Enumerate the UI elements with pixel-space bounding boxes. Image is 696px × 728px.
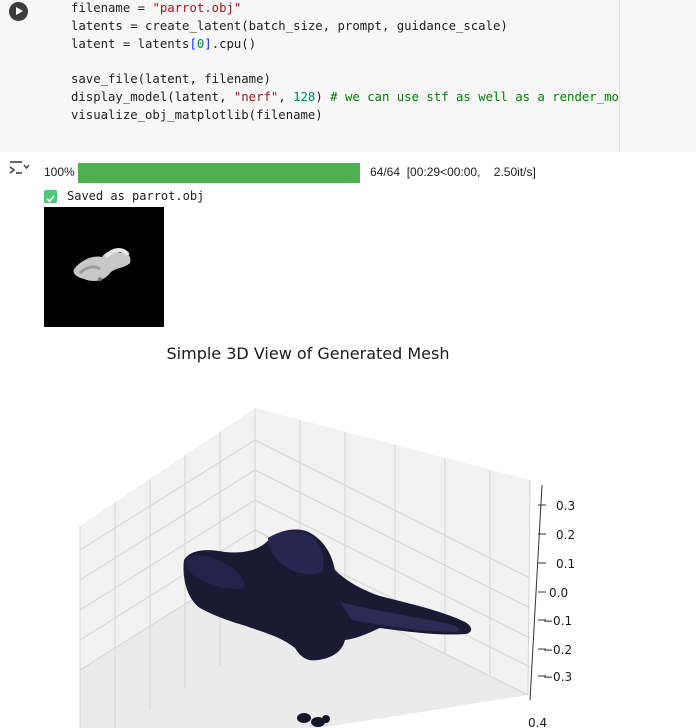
code-token: visualize_obj_matplotlib(filename) xyxy=(71,107,323,122)
progress-bar-fill xyxy=(78,163,360,183)
z-tick-label: −0.2 xyxy=(543,643,572,657)
saved-message: Saved as parrot.obj xyxy=(67,189,205,203)
z-tick-label: 0.1 xyxy=(556,557,575,571)
code-editor[interactable]: filename = "parrot.obj" latents = create_… xyxy=(71,0,620,152)
code-token: latents = create_latent(batch_size, prom… xyxy=(71,18,508,33)
z-tick-label: −0.1 xyxy=(543,614,572,628)
code-token: ] xyxy=(204,36,212,51)
run-cell-button[interactable] xyxy=(9,2,28,21)
z-tick-label: 0.0 xyxy=(549,586,568,600)
code-line[interactable]: visualize_obj_matplotlib(filename) xyxy=(71,107,323,123)
z-tick-label: −0.3 xyxy=(543,670,572,684)
checkbox-checked-icon xyxy=(44,190,57,203)
code-line[interactable]: latent = latents[0].cpu() xyxy=(71,36,256,52)
code-token: , xyxy=(278,90,294,104)
progress-stats: 64/64 [00:29<00:00, 2.50it/s] xyxy=(370,165,536,179)
plot-title: Simple 3D View of Generated Mesh xyxy=(166,344,450,363)
code-token: [ xyxy=(189,36,197,51)
z-tick-label: 0.4 xyxy=(528,716,547,728)
code-token: save_file(latent, filename) xyxy=(71,72,271,87)
editor-ruler xyxy=(619,0,620,152)
parrot-mesh xyxy=(183,529,472,727)
z-tick-label: 0.3 xyxy=(556,499,575,513)
code-token: "nerf" xyxy=(233,90,279,104)
code-token: .cpu() xyxy=(211,36,257,51)
output-toggle-icon[interactable] xyxy=(8,159,30,177)
code-line[interactable]: save_file(latent, filename) xyxy=(71,71,271,87)
code-token: "parrot.obj" xyxy=(152,1,242,15)
code-token: 0 xyxy=(196,36,205,51)
code-token: latent = latents xyxy=(71,36,190,51)
code-token: # we can use stf as well as a render_mod… xyxy=(330,90,620,104)
code-token: display_model(latent, xyxy=(71,90,234,104)
plot-3d-axes: 0.3 0.2 0.1 0.0 −0.1 −0.2 −0.3 0.4 xyxy=(79,408,575,728)
code-line[interactable]: display_model(latent, "nerf", 128) # we … xyxy=(71,89,620,105)
code-line[interactable]: latents = create_latent(batch_size, prom… xyxy=(71,18,508,34)
progress-percent: 100% xyxy=(44,165,75,179)
progress-bar xyxy=(78,163,360,183)
render-preview-image xyxy=(44,207,164,327)
code-token: filename = xyxy=(71,1,153,15)
code-token: 128 xyxy=(293,90,316,104)
code-token: ) xyxy=(315,90,331,104)
code-line[interactable]: filename = "parrot.obj" xyxy=(71,0,241,16)
code-cell[interactable]: filename = "parrot.obj" latents = create_… xyxy=(0,0,696,152)
z-tick-label: 0.2 xyxy=(556,528,575,542)
